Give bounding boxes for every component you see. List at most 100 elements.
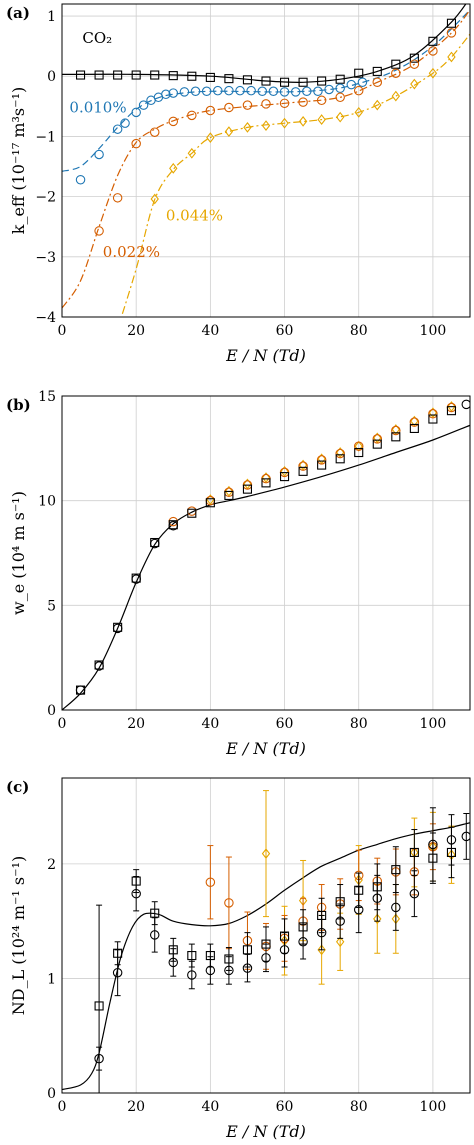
data-point-diamond <box>150 193 159 205</box>
data-point-square <box>354 68 364 78</box>
x-tick-label: 20 <box>127 716 145 732</box>
data-point-circle <box>75 685 86 695</box>
data-point-diamond <box>280 117 289 129</box>
data-point-diamond <box>169 162 178 174</box>
x-tick-label: 80 <box>350 1099 368 1115</box>
data-point-circle <box>112 193 123 203</box>
data-point-circle <box>313 86 323 97</box>
data-point-circle <box>149 538 160 549</box>
y-tick-label: 1 <box>47 971 56 987</box>
panel-c: 0 20 40 60 80 100 0 1 2 (c) E / N (Td) ND_L (10²⁴ m… <box>6 777 471 1141</box>
plot-area <box>62 790 470 1093</box>
data-point-circle <box>131 888 141 899</box>
y-tick-label: 5 <box>47 598 56 614</box>
data-point-diamond <box>317 114 326 125</box>
data-point-circle <box>94 661 104 671</box>
data-point-square <box>261 478 271 488</box>
data-point-circle <box>353 85 364 96</box>
data-point-circle <box>187 970 197 980</box>
data-point-square <box>187 508 197 518</box>
series-label: 0.010% <box>69 98 126 116</box>
data-point-diamond <box>373 99 382 111</box>
gas-annotation: CO₂ <box>82 29 112 47</box>
y-axis-label: w_e (10⁴ m s⁻¹) <box>9 491 28 615</box>
data-point-diamond <box>243 478 252 490</box>
data-point-diamond <box>335 447 345 458</box>
data-point-square <box>446 406 457 416</box>
data-point-circle <box>257 86 268 97</box>
data-point-circle <box>120 118 130 128</box>
data-point-square <box>409 847 419 858</box>
data-point-square <box>354 447 364 458</box>
data-point-circle <box>261 953 271 963</box>
data-point-circle <box>372 893 383 904</box>
data-point-square <box>409 423 419 433</box>
data-point-circle <box>75 175 86 185</box>
data-point-circle <box>112 623 123 634</box>
x-tick-label: 40 <box>201 323 219 339</box>
x-tick-label: 60 <box>276 1099 294 1115</box>
data-point-circle <box>409 59 420 69</box>
data-point-circle <box>316 927 327 938</box>
data-point-diamond <box>317 453 326 465</box>
data-point-circle <box>187 110 197 121</box>
data-point-diamond <box>373 432 382 444</box>
data-point-diamond <box>298 115 308 127</box>
data-point-circle <box>298 97 308 107</box>
grid <box>62 396 470 710</box>
model-curve <box>62 424 470 710</box>
data-point-diamond <box>317 944 326 956</box>
data-point-circle <box>149 127 160 137</box>
data-point-diamond <box>410 415 419 427</box>
data-point-square <box>242 484 253 494</box>
y-tick-label: −3 <box>35 250 56 266</box>
data-point-circle <box>409 888 420 899</box>
model-curve <box>62 822 470 1091</box>
data-point-square <box>150 908 160 918</box>
data-point-diamond <box>391 90 401 102</box>
data-point-square <box>187 71 197 81</box>
data-point-circle <box>316 455 327 465</box>
data-point-circle <box>302 86 312 97</box>
data-point-circle <box>224 102 234 113</box>
data-point-circle <box>149 930 160 940</box>
data-point-square <box>94 70 104 80</box>
x-tick-label: 60 <box>276 323 294 339</box>
data-point-circle <box>357 77 368 88</box>
data-point-circle <box>138 100 149 110</box>
data-point-square <box>94 1001 104 1011</box>
axes-frame <box>61 777 471 1094</box>
data-point-circle <box>428 46 438 56</box>
y-tick-label: 10 <box>38 494 56 510</box>
data-point-circle <box>224 965 234 976</box>
data-point-circle <box>298 461 308 471</box>
data-point-diamond <box>298 459 308 471</box>
data-point-square <box>391 432 401 442</box>
y-axis-label: ND_L (10²⁴ m⁻¹ s⁻¹) <box>9 856 28 1015</box>
data-point-square <box>279 472 290 482</box>
data-point-circle <box>190 86 201 97</box>
x-tick-label: 20 <box>127 323 145 339</box>
data-point-circle <box>168 521 179 531</box>
x-tick-label: 60 <box>276 716 294 732</box>
data-point-circle <box>131 107 141 118</box>
data-point-square <box>372 439 382 449</box>
y-tick-label: 0 <box>47 1086 56 1102</box>
data-point-circle <box>94 1053 104 1064</box>
data-point-square <box>205 498 215 508</box>
data-series <box>94 826 457 1093</box>
data-point-circle <box>391 425 401 436</box>
data-point-circle <box>235 85 245 96</box>
data-point-square <box>168 71 178 81</box>
x-tick-label: 40 <box>201 1099 219 1115</box>
data-point-square <box>317 460 327 470</box>
data-point-diamond <box>224 485 234 497</box>
data-point-diamond <box>373 913 382 925</box>
y-tick-label: −2 <box>35 190 56 206</box>
data-series <box>94 807 470 1071</box>
data-point-circle <box>242 100 253 110</box>
data-point-diamond <box>428 407 438 419</box>
x-axis-label: E / N (Td) <box>225 346 306 365</box>
data-point-circle <box>279 945 290 955</box>
model-curve <box>62 9 470 309</box>
